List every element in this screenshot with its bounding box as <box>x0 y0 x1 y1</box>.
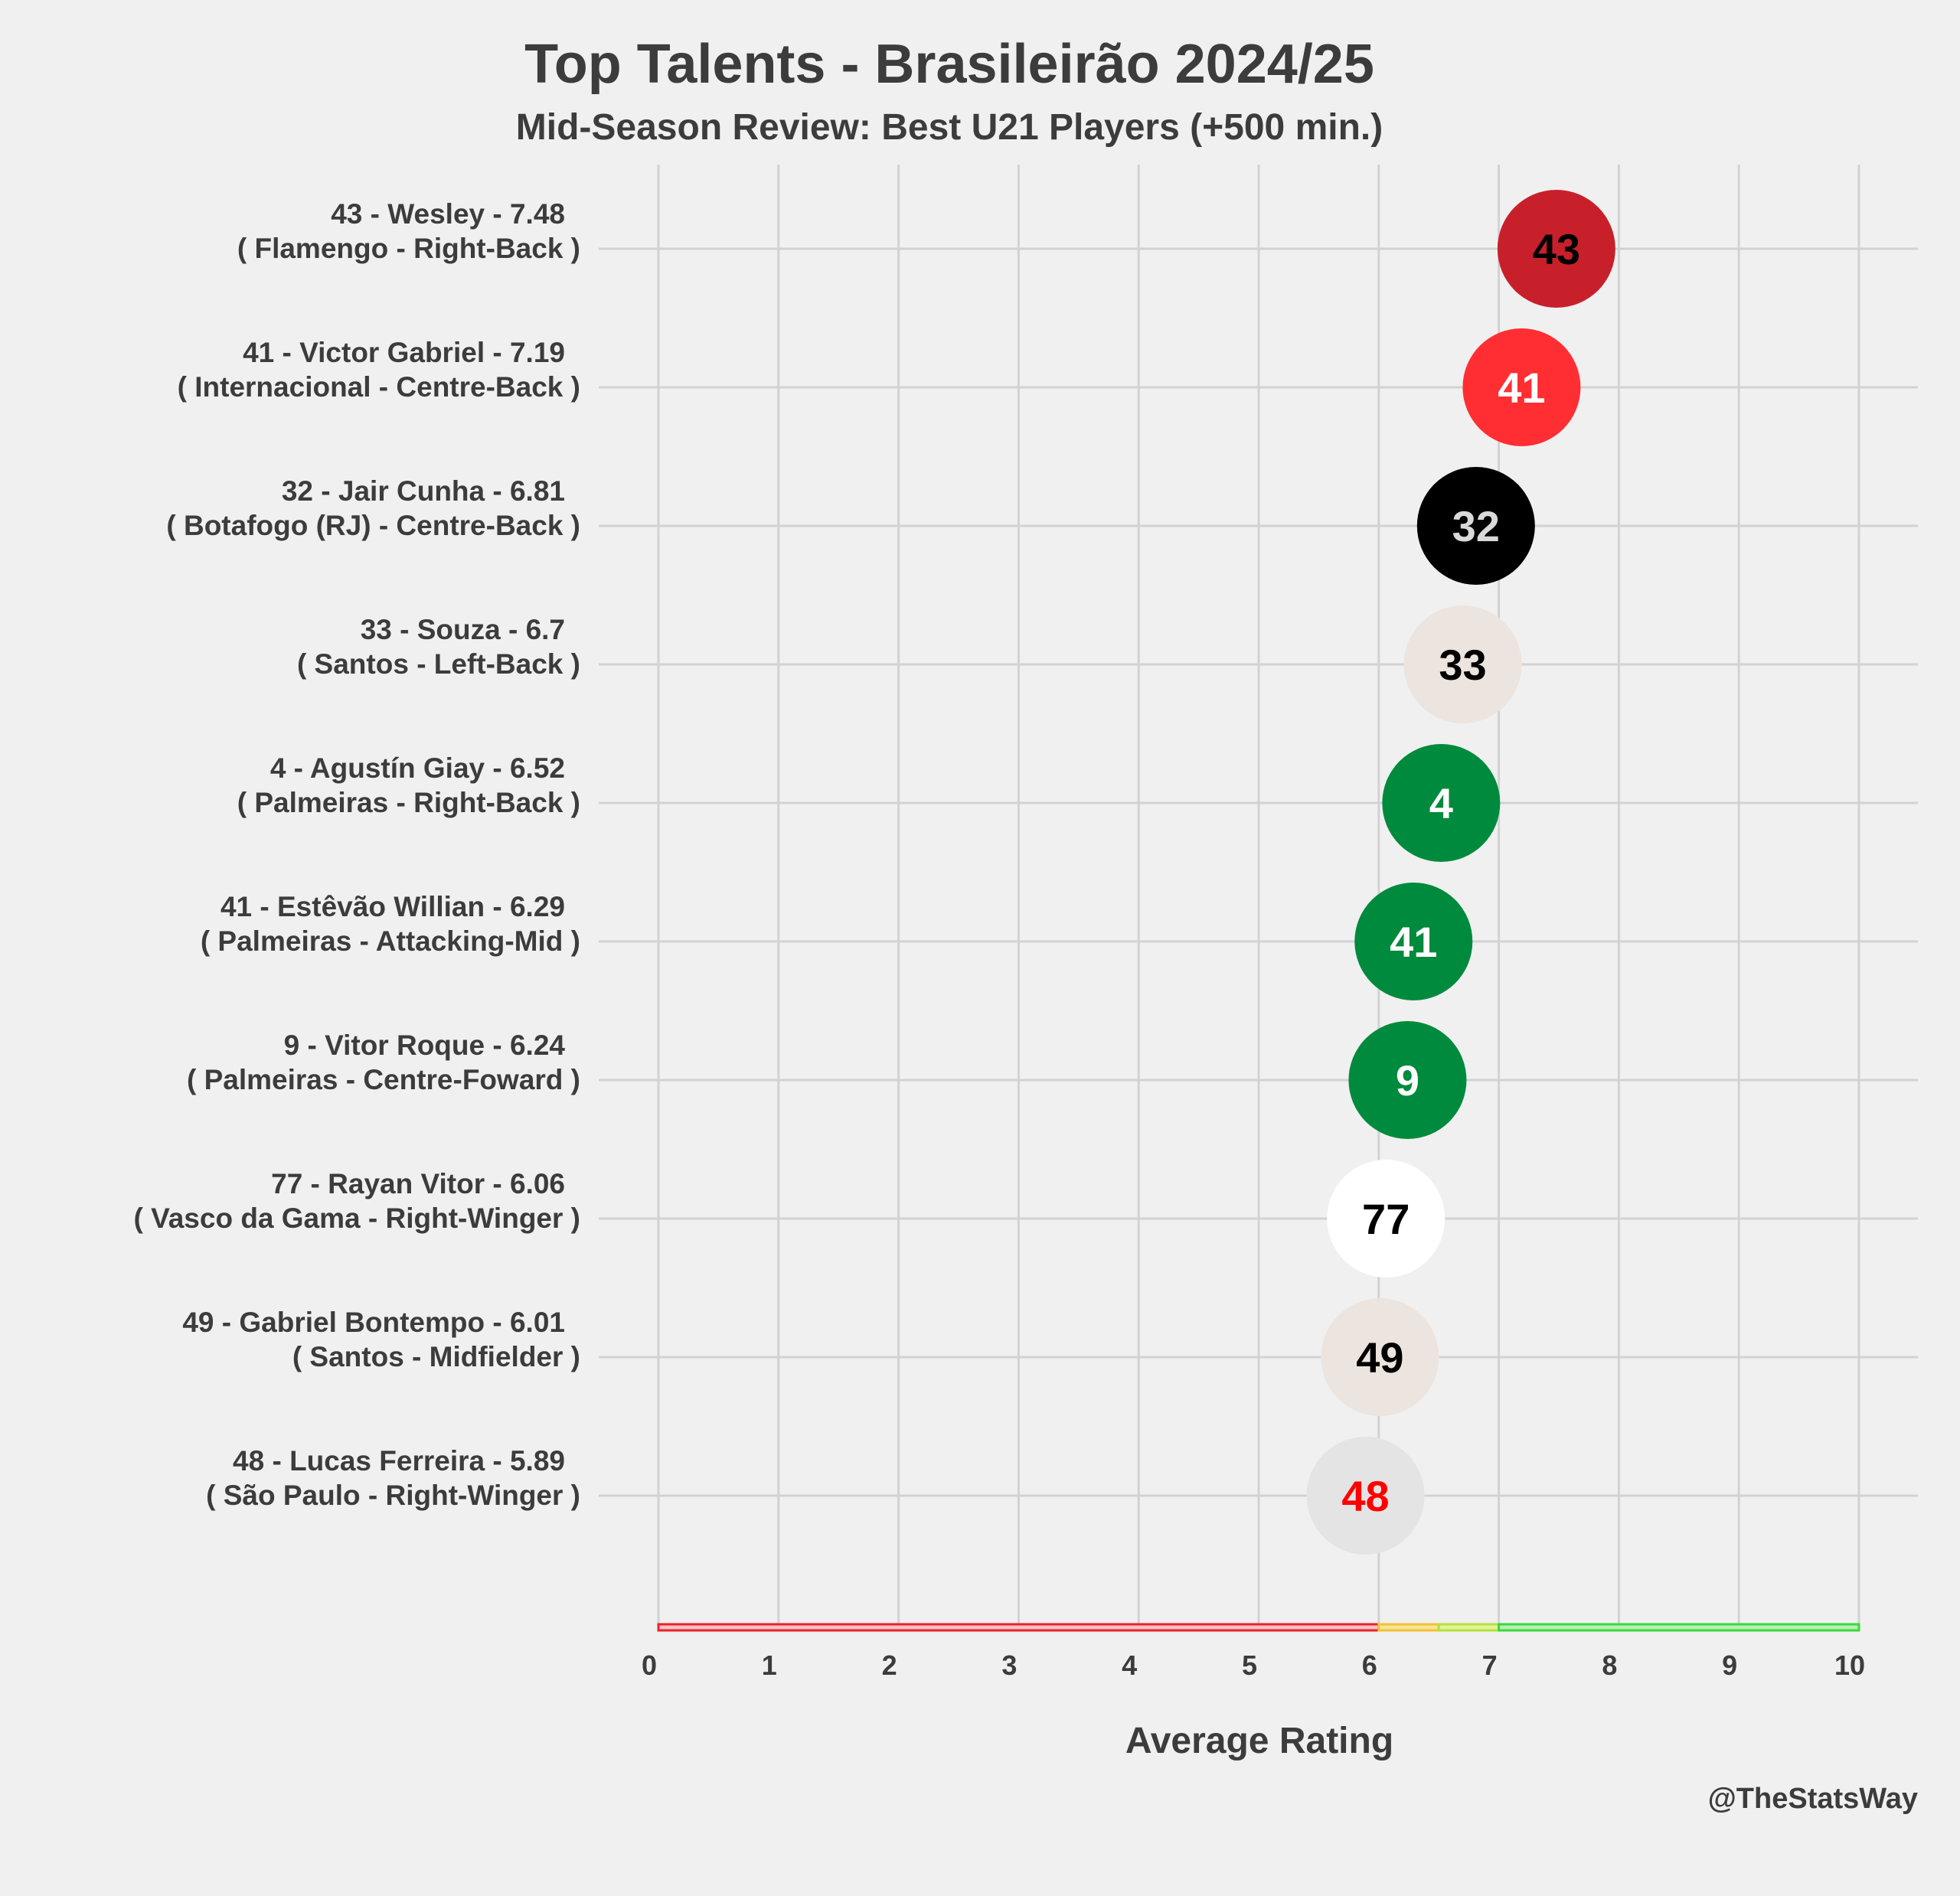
x-tick-label: 1 <box>762 1650 777 1681</box>
player-bubble <box>1403 605 1522 723</box>
player-number-label: 32 <box>1452 502 1500 550</box>
player-bubble <box>1416 467 1535 585</box>
player-bubble <box>1382 744 1501 862</box>
player-label-line1: 33 - Souza - 6.7 <box>361 614 565 645</box>
credit-text: @TheStatsWay <box>1708 1783 1918 1815</box>
player-bubble <box>1348 1021 1467 1139</box>
rating-bands <box>657 1623 1860 1632</box>
player-label-line2: ( Palmeiras - Right-Back ) <box>237 787 580 818</box>
player-label-line2: ( Botafogo (RJ) - Centre-Back ) <box>166 510 580 541</box>
x-tick-label: 5 <box>1242 1650 1257 1681</box>
player-bubble <box>1327 1160 1446 1278</box>
grid <box>599 165 1918 1629</box>
player-label-line2: ( Flamengo - Right-Back ) <box>237 233 580 264</box>
player-label-line2: ( São Paulo - Right-Winger ) <box>206 1480 580 1511</box>
rating-band <box>1498 1623 1860 1632</box>
rating-band <box>657 1623 1380 1632</box>
player-label-line1: 9 - Vitor Roque - 6.24 <box>284 1030 566 1061</box>
x-tick-label: 7 <box>1482 1650 1498 1681</box>
player-number-label: 4 <box>1429 779 1453 827</box>
player-number-label: 33 <box>1439 641 1486 689</box>
x-tick-label: 2 <box>882 1650 897 1681</box>
player-label-line2: ( Palmeiras - Centre-Foward ) <box>187 1064 580 1095</box>
player-label-line1: 41 - Victor Gabriel - 7.19 <box>243 337 565 368</box>
player-label-line2: ( Santos - Left-Back ) <box>297 648 580 680</box>
player-number-label: 49 <box>1356 1333 1403 1382</box>
x-tick-label: 8 <box>1602 1650 1617 1681</box>
player-bubble <box>1462 328 1581 446</box>
player-label-line1: 77 - Rayan Vitor - 6.06 <box>271 1168 565 1199</box>
player-bubble <box>1306 1437 1425 1555</box>
player-label-line1: 4 - Agustín Giay - 6.52 <box>270 752 565 784</box>
player-label-line1: 41 - Estêvão Willian - 6.29 <box>220 891 565 922</box>
player-number-label: 41 <box>1390 918 1437 966</box>
player-number-label: 9 <box>1396 1056 1419 1105</box>
player-label-line1: 48 - Lucas Ferreira - 5.89 <box>233 1445 565 1477</box>
x-axis-ticks: 0 1 2 3 4 5 6 7 8 9 10 <box>642 1650 1865 1681</box>
player-number-label: 41 <box>1498 364 1545 412</box>
player-label-line2: ( Palmeiras - Attacking-Mid ) <box>201 925 580 957</box>
player-number-label: 48 <box>1341 1472 1389 1520</box>
chart-subtitle: Mid-Season Review: Best U21 Players (+50… <box>516 107 1383 148</box>
player-label-line2: ( Santos - Midfielder ) <box>292 1341 580 1372</box>
player-label-line1: 49 - Gabriel Bontempo - 6.01 <box>182 1307 565 1338</box>
player-bubble <box>1321 1298 1439 1416</box>
rating-band <box>1437 1623 1501 1632</box>
player-bubble <box>1354 883 1473 1000</box>
player-bubble <box>1497 190 1615 308</box>
x-tick-label: 10 <box>1834 1650 1865 1681</box>
player-number-label: 77 <box>1362 1195 1410 1243</box>
x-tick-label: 0 <box>642 1650 657 1681</box>
x-tick-label: 4 <box>1122 1650 1137 1681</box>
player-label-line1: 32 - Jair Cunha - 6.81 <box>282 475 565 507</box>
player-bubbles: 43 41 32 33 4 41 9 77 49 48 <box>1306 190 1615 1555</box>
x-axis-label: Average Rating <box>1125 1721 1393 1761</box>
x-tick-label: 9 <box>1722 1650 1737 1681</box>
rating-band <box>1377 1623 1440 1632</box>
y-axis-labels: 43 - Wesley - 7.48( Flamengo - Right-Bac… <box>133 198 580 1511</box>
x-tick-label: 3 <box>1001 1650 1017 1681</box>
x-tick-label: 6 <box>1362 1650 1377 1681</box>
player-label-line1: 43 - Wesley - 7.48 <box>331 198 565 230</box>
chart-title: Top Talents - Brasileirão 2024/25 <box>524 34 1374 95</box>
player-label-line2: ( Vasco da Gama - Right-Winger ) <box>133 1203 580 1234</box>
player-number-label: 43 <box>1533 225 1580 273</box>
player-label-line2: ( Internacional - Centre-Back ) <box>178 371 580 403</box>
